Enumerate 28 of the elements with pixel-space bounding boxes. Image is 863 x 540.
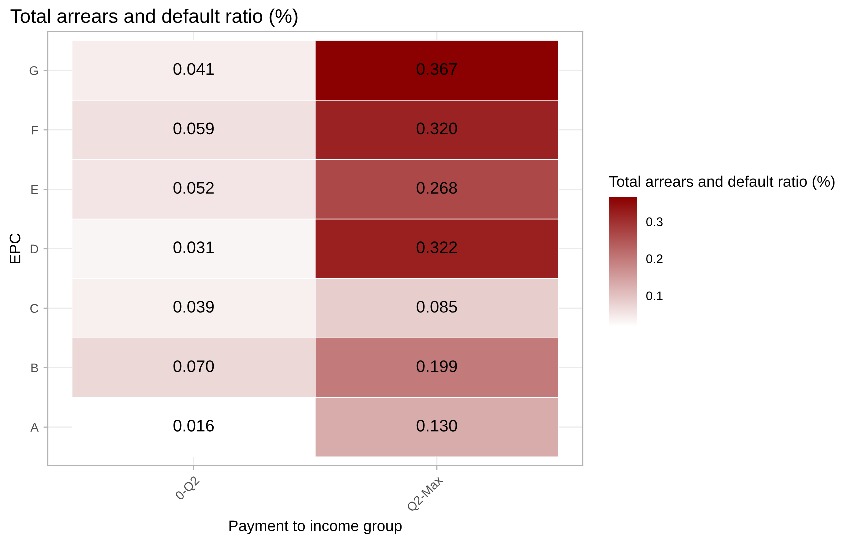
data-label: 0.268 <box>416 182 458 194</box>
color-bar-label: 0.2 <box>646 254 663 264</box>
y-tick-label: D <box>30 244 38 254</box>
chart-title: Total arrears and default ratio (%) <box>10 8 298 28</box>
data-label: 0.031 <box>174 242 214 254</box>
data-label: 0.199 <box>416 360 458 372</box>
data-label: 0.367 <box>416 63 458 76</box>
y-axis-title: EPC <box>10 234 21 264</box>
y-tick-label: G <box>30 66 38 76</box>
x-axis-title: Payment to income group <box>230 520 402 534</box>
data-label: 0.059 <box>174 122 214 135</box>
data-label: 0.085 <box>416 301 458 313</box>
color-bar-title: Total arrears and default ratio (%) <box>609 176 835 190</box>
y-tick-label: C <box>30 304 38 314</box>
data-label: 0.320 <box>416 122 458 135</box>
color-bar-label: 0.1 <box>646 292 663 301</box>
data-label: 0.322 <box>416 242 458 254</box>
data-label: 0.041 <box>174 63 214 76</box>
data-label: 0.039 <box>174 301 214 313</box>
data-label: 0.130 <box>416 420 458 432</box>
y-tick-label: A <box>30 423 39 432</box>
y-tick-label: E <box>32 185 38 194</box>
y-tick-label: B <box>32 364 38 372</box>
data-label: 0.052 <box>174 182 214 194</box>
color-bar-label: 0.3 <box>646 218 663 226</box>
y-tick-label: F <box>32 126 38 135</box>
data-label: 0.016 <box>174 420 214 432</box>
data-label: 0.070 <box>174 360 214 372</box>
